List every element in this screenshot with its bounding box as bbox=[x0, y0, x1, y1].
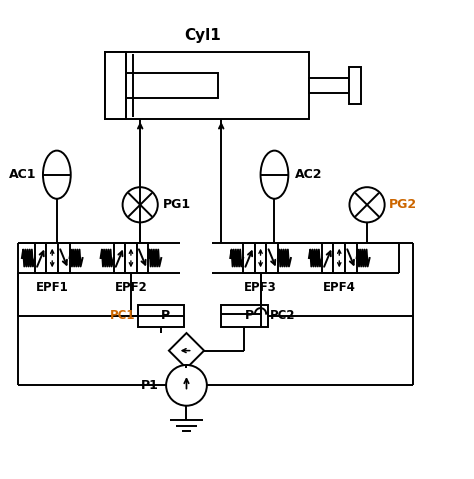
Ellipse shape bbox=[261, 150, 288, 199]
Bar bbox=[46, 243, 58, 273]
Text: P1: P1 bbox=[141, 379, 159, 392]
Circle shape bbox=[166, 365, 207, 406]
Bar bbox=[221, 305, 267, 327]
Bar bbox=[58, 243, 70, 273]
Bar bbox=[322, 243, 334, 273]
Text: EPF1: EPF1 bbox=[36, 281, 69, 295]
Text: EPF2: EPF2 bbox=[115, 281, 147, 295]
Bar bbox=[105, 52, 126, 119]
Bar bbox=[255, 243, 266, 273]
Text: P: P bbox=[161, 309, 170, 322]
Text: AC1: AC1 bbox=[9, 168, 36, 181]
Bar bbox=[35, 243, 46, 273]
Bar bbox=[243, 243, 255, 273]
Bar bbox=[348, 67, 362, 104]
Text: PC2: PC2 bbox=[270, 309, 295, 322]
Text: EPF4: EPF4 bbox=[323, 281, 356, 295]
Circle shape bbox=[123, 187, 158, 222]
Text: Cyl1: Cyl1 bbox=[184, 28, 221, 43]
Bar bbox=[114, 243, 125, 273]
Text: P: P bbox=[245, 309, 254, 322]
Polygon shape bbox=[169, 333, 204, 368]
Text: EPF3: EPF3 bbox=[244, 281, 277, 295]
Text: PC1: PC1 bbox=[110, 309, 136, 322]
Bar bbox=[334, 243, 345, 273]
Bar bbox=[309, 78, 348, 93]
Text: PG1: PG1 bbox=[163, 198, 191, 211]
Bar bbox=[345, 243, 356, 273]
Text: AC2: AC2 bbox=[295, 168, 323, 181]
Bar bbox=[126, 73, 218, 98]
Bar bbox=[138, 305, 184, 327]
Bar bbox=[105, 52, 309, 119]
Text: PG2: PG2 bbox=[389, 198, 418, 211]
Bar bbox=[137, 243, 148, 273]
Ellipse shape bbox=[43, 150, 71, 199]
Bar bbox=[266, 243, 278, 273]
Bar bbox=[125, 243, 137, 273]
Circle shape bbox=[349, 187, 384, 222]
